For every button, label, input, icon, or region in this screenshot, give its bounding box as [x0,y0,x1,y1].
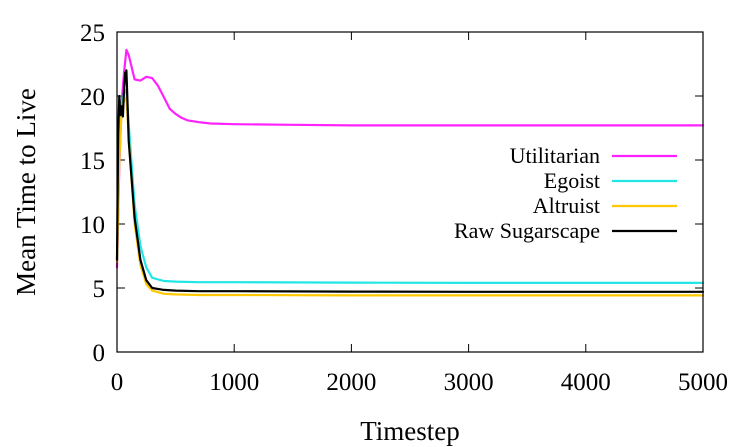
x-tick-label: 0 [111,369,124,396]
series-line-altruist [115,96,705,297]
x-tick-label: 2000 [326,369,376,396]
legend-label: Egoist [544,168,600,193]
series-layer [115,48,705,297]
legend-label: Raw Sugarscape [454,218,600,243]
y-tick-label: 5 [93,276,106,303]
plot-frame [116,31,704,353]
y-tick-label: 10 [80,212,105,239]
x-tick-label: 5000 [678,369,728,396]
y-axis-title: Mean Time to Live [11,88,41,296]
ticks-layer: 0 1000 2000 3000 4000 5000 0 5 10 15 20 25 [80,20,728,396]
legend-label: Utilitarian [510,143,600,168]
series-line-utilitarian [115,48,705,269]
x-tick-label: 1000 [209,369,259,396]
y-tick-label: 20 [80,84,105,111]
x-axis-title: Timestep [360,416,460,446]
series-line-raw-sugarscape [115,69,705,293]
x-tick-label: 3000 [444,369,494,396]
y-tick-label: 0 [93,340,106,367]
x-tick-label: 4000 [561,369,611,396]
legend-label: Altruist [533,193,600,218]
y-tick-label: 25 [80,20,105,47]
y-tick-label: 15 [80,148,105,175]
series-line-egoist [115,88,705,284]
